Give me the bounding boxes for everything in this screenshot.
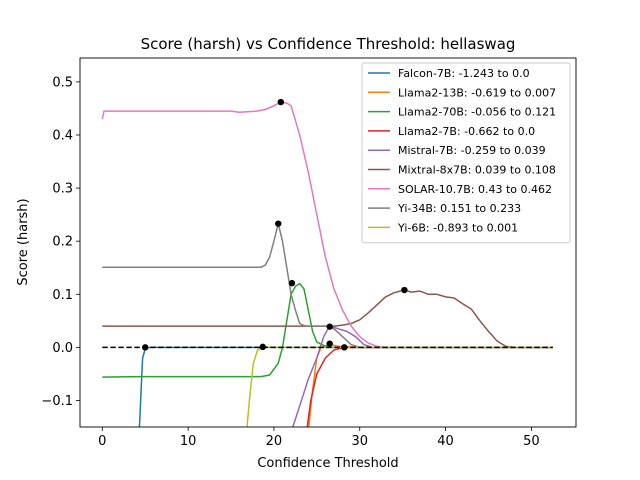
legend-entry: Llama2-13B: -0.619 to 0.007 [398, 86, 556, 99]
max-marker-yi-34b [275, 220, 282, 227]
x-tick-label: 20 [266, 434, 283, 449]
max-marker-solar-10-7b [277, 98, 285, 106]
legend-entry: Yi-6B: -0.893 to 0.001 [397, 221, 518, 234]
x-tick-label: 30 [351, 434, 368, 449]
y-axis-label: Score (harsh) [16, 198, 31, 285]
max-marker-llama2-13b [326, 340, 333, 347]
y-tick-label: 0.4 [52, 128, 73, 143]
max-marker-mixtral-8x7b [401, 286, 408, 294]
max-marker-llama2-7b [341, 344, 348, 351]
series-line-yi-34b [102, 222, 553, 349]
axes-frame [79, 57, 577, 428]
y-tick-label: 0.1 [52, 288, 73, 303]
y-tick-label: 0.0 [52, 341, 73, 356]
plot-area [101, 98, 553, 427]
x-tick-label: 10 [180, 434, 197, 449]
y-tick-label: 0.5 [52, 75, 73, 90]
max-marker-yi-6b [259, 343, 266, 351]
legend-entry: Mistral-7B: -0.259 to 0.039 [398, 144, 546, 157]
series-line-llama2-70b [102, 282, 553, 378]
series-line-mixtral-8x7b [102, 289, 553, 349]
y-tick-label: −0.1 [41, 394, 73, 409]
x-axis: 0 10 20 30 40 50 [98, 427, 540, 449]
x-tick-label: 50 [523, 434, 540, 449]
legend-box [361, 62, 571, 244]
legend-entry: Yi-34B: 0.151 to 0.233 [397, 202, 521, 215]
x-tick-label: 0 [98, 434, 106, 449]
legend-entry: SOLAR-10.7B: 0.43 to 0.462 [398, 183, 552, 196]
y-tick-label: 0.2 [52, 235, 73, 250]
x-axis-label: Confidence Threshold [257, 456, 398, 471]
legend-entry: Llama2-70B: -0.056 to 0.121 [398, 106, 556, 119]
y-tick-label: 0.3 [52, 182, 73, 197]
chart-title: Score (harsh) vs Confidence Threshold: h… [141, 35, 516, 53]
series-line-solar-10-7b [101, 101, 553, 349]
max-marker-mistral-7b [326, 323, 333, 330]
legend: Falcon-7B: -1.243 to 0.0 Llama2-13B: -0.6… [361, 62, 571, 244]
x-tick-label: 40 [437, 434, 454, 449]
legend-entry: Mixtral-8x7B: 0.039 to 0.108 [398, 164, 556, 177]
legend-entry: Llama2-7B: -0.662 to 0.0 [398, 125, 535, 138]
max-marker-llama2-70b [288, 279, 296, 287]
legend-entry: Falcon-7B: -1.243 to 0.0 [398, 67, 530, 80]
y-axis: −0.1 0.0 0.1 0.2 0.3 0.4 0.5 [41, 75, 80, 409]
max-marker-falcon-7b [142, 344, 149, 351]
